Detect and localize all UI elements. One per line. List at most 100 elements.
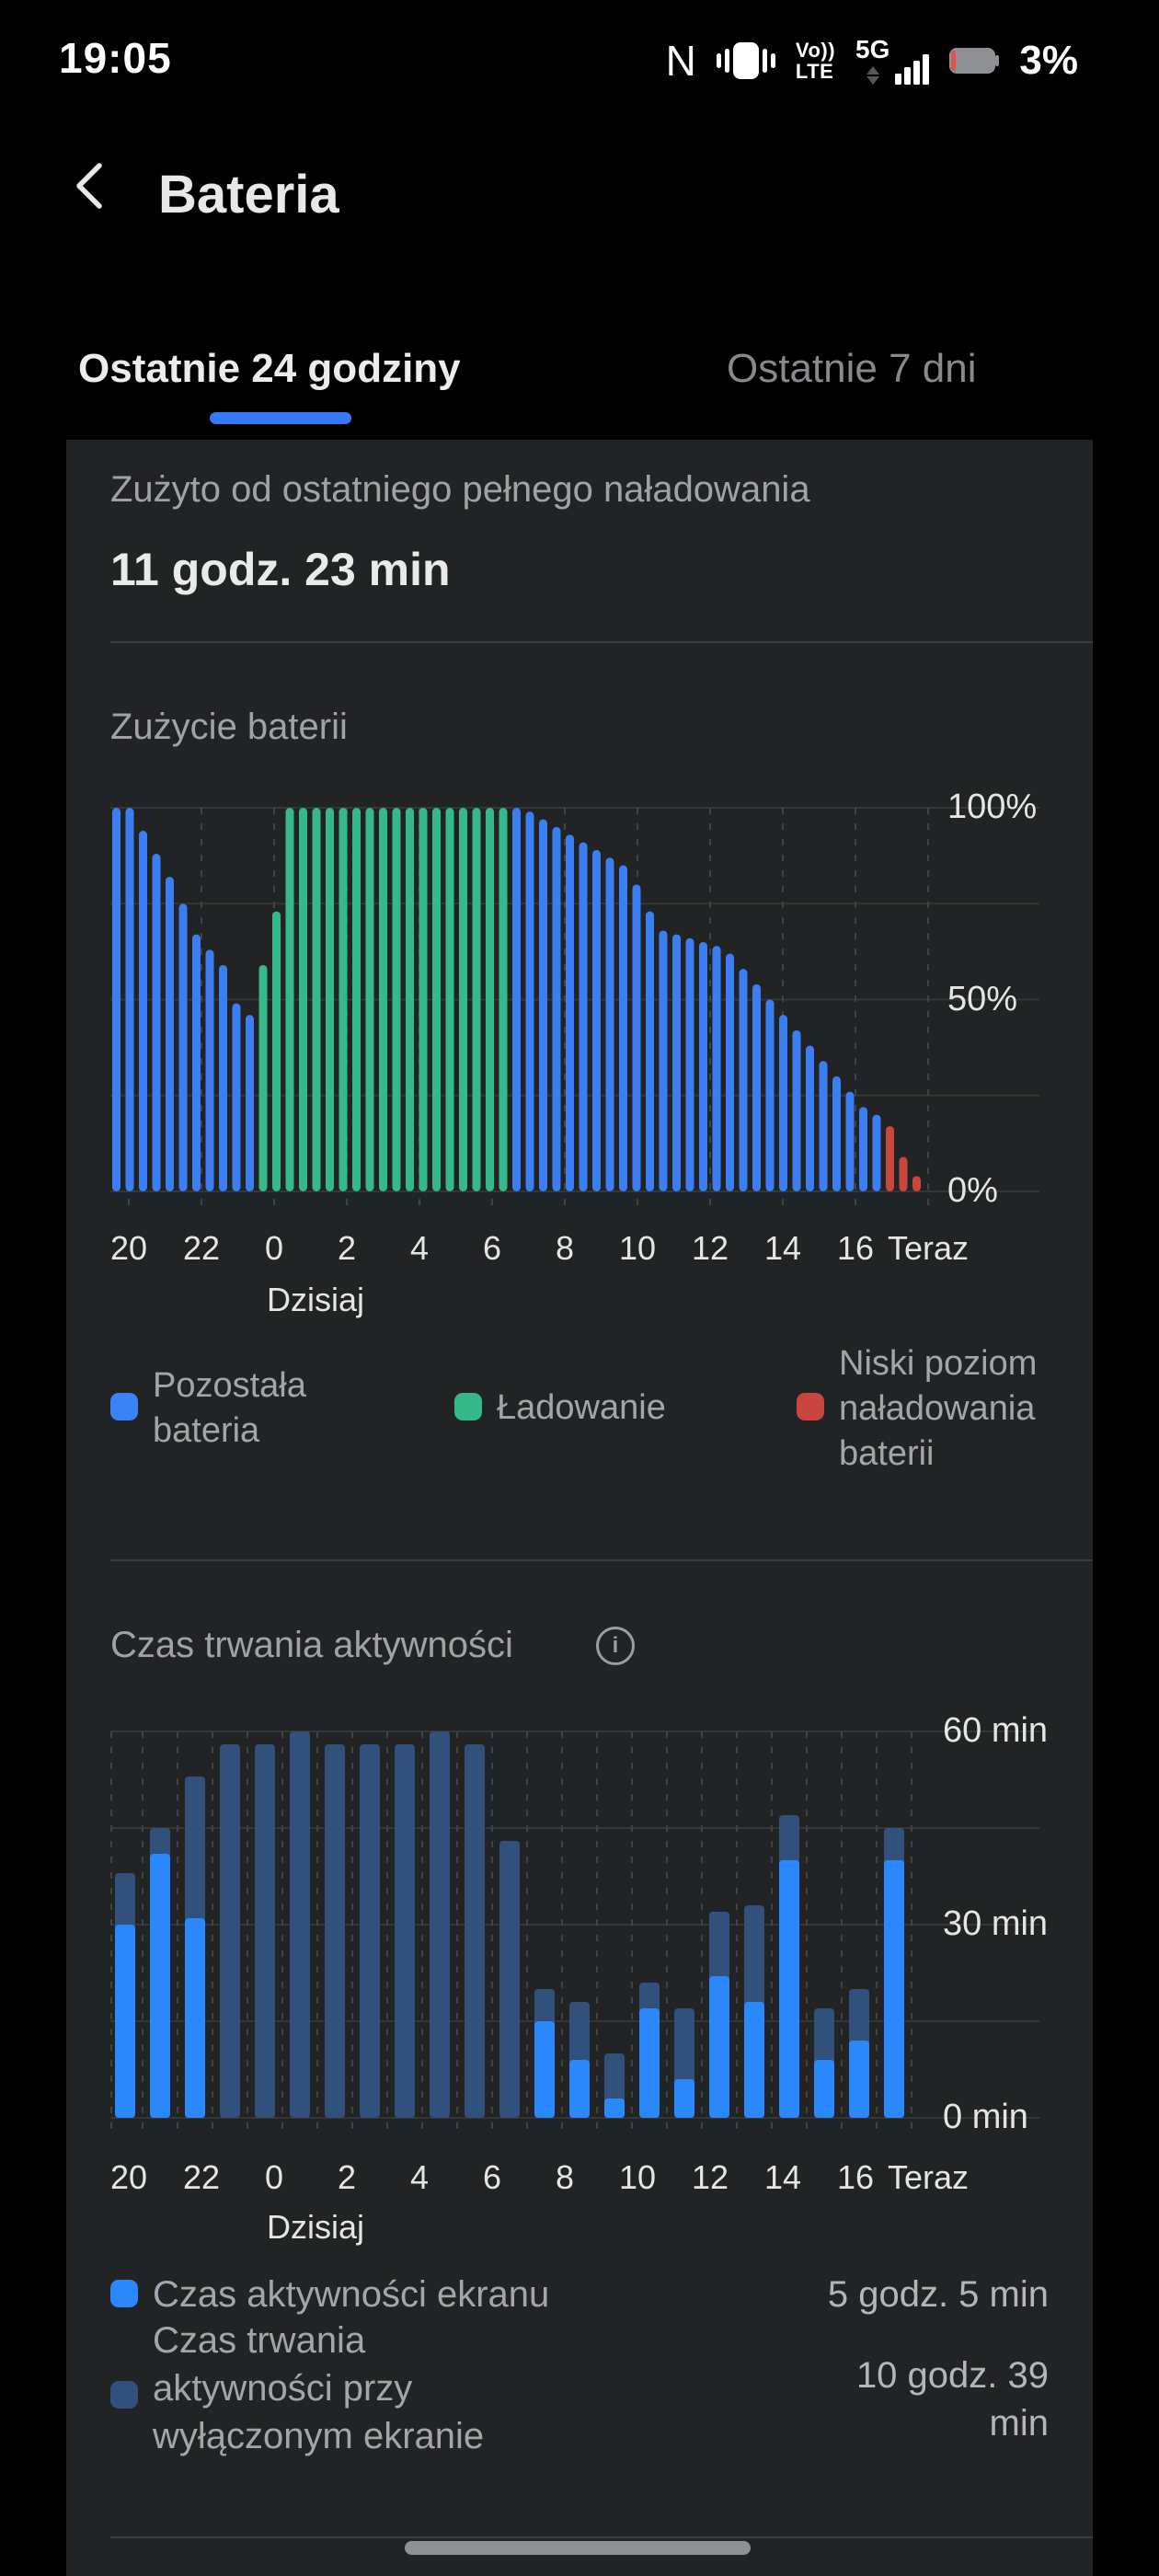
x-tick-label: 16 bbox=[836, 1229, 875, 1267]
battery-bar bbox=[592, 849, 601, 1191]
vibrate-icon bbox=[716, 42, 775, 79]
x-tick-label: 10 bbox=[618, 2158, 657, 2196]
legend-label-screen-off: Czas trwania aktywności przy wyłączonym … bbox=[153, 2320, 485, 2456]
battery-bar bbox=[872, 1114, 881, 1191]
battery-bar bbox=[205, 949, 214, 1191]
activity-bar-screen-on bbox=[604, 2099, 625, 2118]
back-button[interactable] bbox=[66, 158, 114, 213]
activity-y-60: 60 min bbox=[943, 1711, 1049, 1750]
tab-last-24-hours[interactable]: Ostatnie 24 godziny bbox=[78, 346, 461, 391]
x-tick-label: Teraz bbox=[887, 1229, 970, 1267]
battery-y-50: 50% bbox=[947, 980, 1018, 1018]
battery-bar bbox=[832, 1075, 841, 1191]
battery-bar bbox=[406, 808, 414, 1191]
activity-y-0: 0 min bbox=[943, 2098, 1028, 2136]
chevron-left-icon bbox=[76, 163, 102, 209]
activity-bar-screen-on bbox=[709, 1976, 729, 2118]
battery-bar bbox=[352, 808, 361, 1191]
battery-bar bbox=[445, 808, 454, 1191]
activity-bar-screen-off bbox=[325, 1744, 345, 2118]
battery-bar bbox=[365, 808, 374, 1191]
battery-bar bbox=[246, 1015, 254, 1191]
battery-bar bbox=[525, 811, 534, 1191]
signal-bars-icon bbox=[895, 53, 930, 85]
battery-bar bbox=[219, 964, 227, 1191]
status-icons: N Vo)) LTE 5G 3% bbox=[666, 33, 1078, 88]
x-tick-label: Teraz bbox=[887, 2158, 970, 2196]
legend-swatch-charging bbox=[454, 1393, 482, 1420]
battery-bar bbox=[192, 934, 201, 1191]
battery-bar bbox=[765, 999, 775, 1191]
tab-last-7-days[interactable]: Ostatnie 7 dni bbox=[727, 346, 977, 391]
activity-bar-screen-on bbox=[779, 1860, 799, 2118]
battery-section-title: Zużycie baterii bbox=[110, 707, 348, 747]
battery-bar bbox=[779, 1015, 787, 1191]
battery-bar bbox=[512, 808, 521, 1191]
battery-bar bbox=[139, 831, 147, 1191]
battery-bar bbox=[886, 1126, 894, 1191]
x-tick-label: 0 bbox=[264, 2158, 284, 2196]
legend-label-charging: Ładowanie bbox=[497, 1388, 666, 1427]
legend-value-screen-on: 5 godz. 5 min bbox=[827, 2274, 1049, 2315]
activity-bar-screen-off bbox=[465, 1744, 485, 2118]
x-tick-label: 20 bbox=[109, 2158, 148, 2196]
x-tick-label: 6 bbox=[482, 1229, 502, 1267]
battery-bar bbox=[379, 808, 387, 1191]
battery-bar bbox=[125, 808, 134, 1191]
battery-x-axis: 20 22 0 2 4 6 8 10 12 14 16 Teraz bbox=[110, 1229, 1058, 1271]
x-tick-label: 14 bbox=[763, 1229, 802, 1267]
divider bbox=[110, 641, 1093, 643]
x-tick-label: 10 bbox=[618, 1229, 657, 1267]
battery-bar bbox=[419, 808, 428, 1191]
data-arrows-icon bbox=[866, 66, 879, 85]
x-tick-label: 14 bbox=[763, 2158, 802, 2196]
battery-bar bbox=[806, 1045, 814, 1191]
battery-bar bbox=[899, 1156, 908, 1191]
x-tick-label: 8 bbox=[555, 2158, 575, 2196]
battery-bar bbox=[539, 819, 547, 1191]
activity-y-30: 30 min bbox=[943, 1904, 1049, 1943]
activity-bar-screen-on bbox=[849, 2041, 869, 2118]
x-tick-label: 8 bbox=[555, 1229, 575, 1267]
home-indicator[interactable] bbox=[405, 2541, 751, 2555]
activity-bar-screen-on bbox=[814, 2060, 834, 2118]
battery-bar bbox=[699, 941, 707, 1191]
activity-bar-screen-off bbox=[290, 1731, 310, 2118]
battery-bar bbox=[672, 934, 681, 1191]
battery-icon bbox=[949, 48, 1000, 74]
activity-bar-screen-on bbox=[744, 2002, 764, 2118]
info-icon[interactable]: i bbox=[596, 1627, 635, 1665]
battery-bar bbox=[432, 808, 441, 1191]
battery-bar bbox=[285, 808, 294, 1191]
active-tab-indicator bbox=[210, 412, 351, 424]
battery-bar bbox=[552, 826, 561, 1191]
battery-bar bbox=[392, 808, 401, 1191]
battery-bar bbox=[619, 865, 627, 1191]
status-time: 19:05 bbox=[59, 34, 172, 82]
legend-swatch-low-battery bbox=[797, 1393, 824, 1420]
battery-bar bbox=[272, 911, 281, 1191]
activity-bar-screen-off bbox=[430, 1731, 450, 2118]
battery-bar bbox=[659, 930, 668, 1191]
x-tick-label: 6 bbox=[482, 2158, 502, 2196]
battery-bar bbox=[152, 854, 161, 1191]
activity-bar-screen-on bbox=[569, 2060, 590, 2118]
x-tick-label: 4 bbox=[409, 1229, 430, 1267]
x-tick-label: 12 bbox=[691, 1229, 729, 1267]
summary-label: Zużyto od ostatniego pełnego naładowania bbox=[110, 469, 810, 510]
activity-bar-screen-off bbox=[395, 1744, 415, 2118]
nfc-icon: N bbox=[665, 37, 696, 85]
signal-5g-icon: 5G bbox=[855, 37, 930, 85]
battery-bar bbox=[459, 808, 467, 1191]
activity-x-axis: 20 22 0 2 4 6 8 10 12 14 16 Teraz bbox=[110, 2158, 1058, 2201]
activity-bar-screen-on bbox=[150, 1854, 170, 2118]
activity-duration-chart bbox=[110, 1731, 1039, 2133]
battery-bar bbox=[499, 808, 508, 1191]
activity-bar-screen-on bbox=[674, 2079, 694, 2118]
battery-bar bbox=[232, 1003, 241, 1191]
battery-bar bbox=[178, 903, 188, 1191]
activity-bar-screen-off bbox=[499, 1841, 520, 2118]
battery-bar bbox=[312, 808, 321, 1191]
x-tick-label: 16 bbox=[836, 2158, 875, 2196]
